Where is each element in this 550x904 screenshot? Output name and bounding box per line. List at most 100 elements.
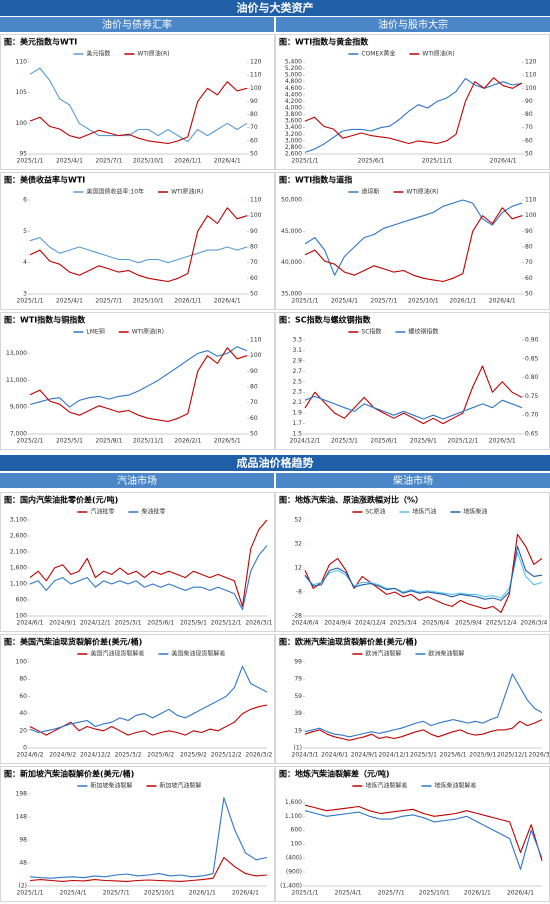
legend-label: WTI原油(R): [171, 188, 203, 196]
series-line: [304, 551, 543, 599]
y-tick-label: 19: [294, 727, 302, 734]
y-tick-label: 3.1: [292, 347, 302, 354]
y-tick-label: 32: [294, 541, 302, 548]
y-tick-label: 2.7: [292, 368, 302, 375]
x-tick-label: 2026/3/1: [529, 752, 550, 759]
y-tick-label: 98: [19, 837, 27, 844]
y-tick-label: 35,000: [281, 291, 302, 298]
y-tick-label: 5,200: [285, 65, 302, 72]
x-tick-label: 2024/12/1: [290, 438, 321, 445]
x-tick-label: 2024/6/1: [321, 752, 348, 759]
x-tick-label: 2025/3/1: [331, 438, 358, 445]
y-tick-label: 148: [16, 814, 28, 821]
y-tick-label: 5,000: [285, 72, 302, 79]
chart-title: 图：美债收益率与WTI: [4, 175, 85, 185]
y-tick-label: 5: [23, 228, 27, 235]
y-tick-label: 105: [16, 89, 28, 96]
y-tick-label: 39: [294, 710, 302, 717]
x-tick-label: 2026/1/1: [464, 890, 491, 897]
chart-title: 图：WTI指数与道指: [279, 175, 352, 185]
legend-label: 欧洲汽油裂解: [365, 650, 401, 658]
y2-tick-label: 70: [525, 124, 533, 131]
x-tick-label: 2025/1/1: [292, 298, 319, 305]
x-tick-label: 2025/1/1: [17, 158, 44, 165]
panel-border: [0, 634, 275, 764]
x-tick-label: 2025/12/1: [211, 620, 242, 627]
x-tick-label: 2025/1/1: [17, 298, 44, 305]
y-tick-label: 4,800: [285, 78, 302, 85]
y2-tick-label: 0.75: [525, 393, 539, 400]
x-tick-label: 2025/5/1: [56, 438, 83, 445]
y2-tick-label: 80: [525, 244, 533, 251]
y-tick-label: 60: [19, 693, 27, 700]
y2-tick-label: 90: [250, 368, 258, 375]
y-tick-label: 600: [291, 827, 303, 834]
y-tick-label: 5,400: [285, 59, 302, 66]
y-tick-label: 2,100: [10, 549, 27, 556]
x-tick-label: 2026/4/1: [214, 298, 241, 305]
x-tick-label: 2025/1/1: [292, 158, 319, 165]
x-tick-label: 2025/6/4: [422, 620, 449, 627]
x-tick-label: 2026/4/1: [214, 158, 241, 165]
chart-title: 图：欧洲汽柴油现货裂解价差(美元/桶): [279, 637, 417, 647]
x-tick-label: 2026/1/1: [174, 158, 201, 165]
x-tick-label: 2025/4/1: [56, 158, 83, 165]
x-tick-label: 2025/8/1: [95, 438, 122, 445]
y2-tick-label: 120: [525, 59, 537, 66]
x-tick-label: 2025/1/1: [17, 890, 44, 897]
legend-label: 柴油批零: [141, 508, 165, 516]
series-line: [304, 533, 543, 613]
legend-label: SC原油: [365, 508, 385, 516]
x-tick-label: 2025/9/1: [410, 438, 437, 445]
y-tick-label: 3.3: [292, 337, 302, 344]
legend-label: LME铜: [86, 328, 104, 336]
y2-tick-label: 60: [525, 275, 533, 282]
section-bar: [0, 0, 550, 16]
y-tick-label: (1,400): [280, 883, 302, 890]
y-tick-label: 2,600: [285, 151, 302, 158]
y2-tick-label: 110: [525, 72, 537, 79]
y2-tick-label: 100: [525, 212, 537, 219]
x-tick-label: 2025/10/1: [133, 158, 164, 165]
y2-tick-label: 110: [525, 197, 537, 204]
x-tick-label: 2025/7/1: [370, 298, 397, 305]
y-tick-label: 9,000: [10, 404, 27, 411]
x-tick-label: 2025/10/1: [408, 298, 439, 305]
y-tick-label: 3,600: [285, 118, 302, 125]
sub-bar: [276, 473, 550, 488]
x-tick-label: 2025/3/1: [410, 752, 437, 759]
y-tick-label: 6: [23, 197, 27, 204]
x-tick-label: 2025/3/1: [115, 620, 142, 627]
x-tick-label: 2026/4/1: [489, 298, 516, 305]
panel-border: [0, 492, 275, 632]
y2-tick-label: 70: [525, 259, 533, 266]
x-tick-label: 2026/4/1: [507, 890, 534, 897]
x-tick-label: 2025/11/1: [422, 158, 453, 165]
x-tick-label: 2025/10/1: [144, 890, 175, 897]
x-tick-label: 2025/12/4: [486, 620, 517, 627]
y-tick-label: 99: [294, 659, 302, 666]
y2-tick-label: 70: [250, 124, 258, 131]
legend-label: 美元指数: [86, 50, 110, 58]
chart-title: 图：WTI指数与黄金指数: [279, 37, 369, 47]
legend-label: 道琼斯: [361, 188, 379, 196]
x-tick-label: 2025/7/1: [95, 158, 122, 165]
x-tick-label: 2025/12/2: [211, 752, 242, 759]
y-tick-label: 7,000: [10, 431, 27, 438]
y2-tick-label: 90: [525, 98, 533, 105]
x-tick-label: 2025/6/2: [147, 752, 174, 759]
x-tick-label: 2026/4/1: [490, 158, 517, 165]
series-line: [304, 810, 543, 870]
y-tick-label: 100: [16, 120, 28, 127]
series-line: [304, 545, 543, 601]
y2-tick-label: 80: [250, 244, 258, 251]
sub-title: 油价与股市大宗: [378, 18, 448, 31]
y-tick-label: 4,200: [285, 98, 302, 105]
chart-title: 图：美国汽柴油现货裂解价差(美元/桶): [4, 637, 142, 647]
x-tick-label: 2026/5/1: [214, 438, 241, 445]
x-tick-label: 2025/7/1: [378, 890, 405, 897]
y-tick-label: 3,200: [285, 131, 302, 138]
y2-tick-label: 120: [250, 59, 262, 66]
panel-border: [275, 634, 550, 764]
y-tick-label: 52: [294, 517, 302, 524]
